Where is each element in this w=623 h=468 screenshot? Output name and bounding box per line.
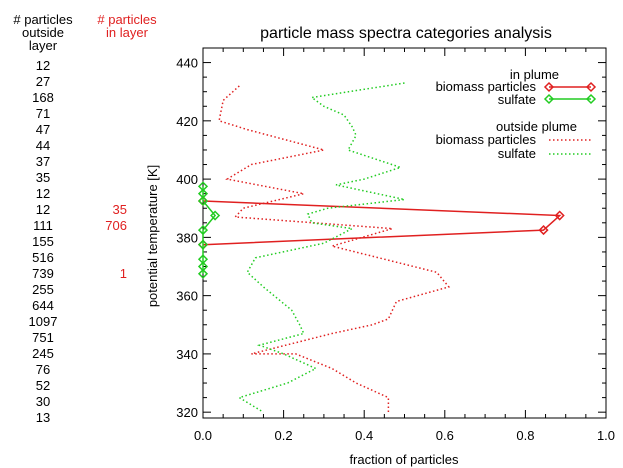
row-outside-count: 52 <box>36 378 50 393</box>
row-outside-count: 245 <box>32 346 54 361</box>
row-outside-count: 12 <box>36 58 50 73</box>
series-line-3 <box>237 82 405 413</box>
x-tick-label: 1.0 <box>597 428 615 443</box>
series-1-point <box>210 210 221 221</box>
y-tick-label: 380 <box>176 230 198 245</box>
series-1-point <box>197 225 209 236</box>
row-outside-count: 168 <box>32 90 54 105</box>
row-outside-count: 37 <box>36 154 50 169</box>
header-outside-line2: outside <box>22 25 64 40</box>
series-1-point <box>197 239 209 250</box>
y-tick-label: 400 <box>176 172 198 187</box>
legend-in-sulfate-marker-left <box>543 93 555 105</box>
header-outside-line1: # particles <box>13 12 73 27</box>
y-tick-label: 440 <box>176 56 198 71</box>
row-outside-count: 155 <box>32 234 54 249</box>
x-tick-label: 0.8 <box>516 428 534 443</box>
legend-out-sulfate-label: sulfate <box>498 146 536 161</box>
row-in-count: 1 <box>120 266 127 281</box>
row-outside-count: 111 <box>33 218 53 233</box>
y-tick-label: 420 <box>176 114 198 129</box>
row-in-count: 706 <box>105 218 127 233</box>
axes: 0.0 0.2 0.4 0.6 0.8 1.0 320 340 360 380 400 420 440 <box>176 47 615 443</box>
x-tick-label: 0.0 <box>194 428 212 443</box>
legend-in-plume-title: in plume <box>510 67 559 82</box>
row-outside-count: 516 <box>32 250 54 265</box>
table-header-outside: # particles outside layer <box>13 12 73 53</box>
header-in-line2: in layer <box>106 25 149 40</box>
legend: in plume biomass particles sulfate outsi… <box>436 67 597 161</box>
y-tick-label: 340 <box>176 347 198 362</box>
legend-in-sulfate-label: sulfate <box>498 92 536 107</box>
x-axis-label: fraction of particles <box>349 452 459 467</box>
y-axis-label: potential temperature [K] <box>145 165 160 307</box>
series-1-point <box>197 195 209 207</box>
legend-in-sulfate-marker-right <box>585 93 597 105</box>
y-tick-label: 320 <box>176 405 198 420</box>
legend-outside-plume-title: outside plume <box>496 119 577 134</box>
row-outside-count: 13 <box>36 410 50 425</box>
chart-title: particle mass spectra categories analysi… <box>260 25 552 42</box>
header-in-line1: # particles <box>97 12 157 27</box>
row-outside-count: 739 <box>32 266 54 281</box>
legend-in-biomass-marker-right <box>585 81 597 93</box>
row-in-count: 35 <box>113 202 127 217</box>
series-0-point <box>554 210 565 221</box>
legend-in-biomass-label: biomass particles <box>436 79 537 94</box>
row-outside-count: 12 <box>36 186 50 201</box>
row-outside-count: 76 <box>36 362 50 377</box>
series-layer <box>197 82 565 413</box>
row-outside-count: 44 <box>36 138 50 153</box>
x-tick-label: 0.2 <box>275 428 293 443</box>
row-outside-count: 71 <box>36 106 50 121</box>
row-outside-count: 27 <box>36 74 50 89</box>
row-outside-count: 751 <box>32 330 54 345</box>
row-outside-count: 12 <box>36 202 50 217</box>
series-1-point <box>197 268 209 279</box>
y-tick-label: 360 <box>176 289 198 304</box>
row-outside-count: 47 <box>36 122 50 137</box>
x-tick-label: 0.6 <box>436 428 454 443</box>
row-outside-count: 1097 <box>29 314 58 329</box>
series-0-point <box>538 225 549 236</box>
x-tick-label: 0.4 <box>355 428 373 443</box>
series-line-2 <box>218 85 451 413</box>
row-outside-count: 644 <box>32 298 54 313</box>
table-header-in: # particles in layer <box>97 12 157 40</box>
legend-in-biomass-marker-left <box>543 81 555 93</box>
row-outside-count: 255 <box>32 282 54 297</box>
row-outside-count: 30 <box>36 394 50 409</box>
series-line-0 <box>202 200 562 246</box>
legend-out-biomass-label: biomass particles <box>436 132 537 147</box>
header-outside-line3: layer <box>29 38 58 53</box>
row-outside-count: 35 <box>36 170 50 185</box>
